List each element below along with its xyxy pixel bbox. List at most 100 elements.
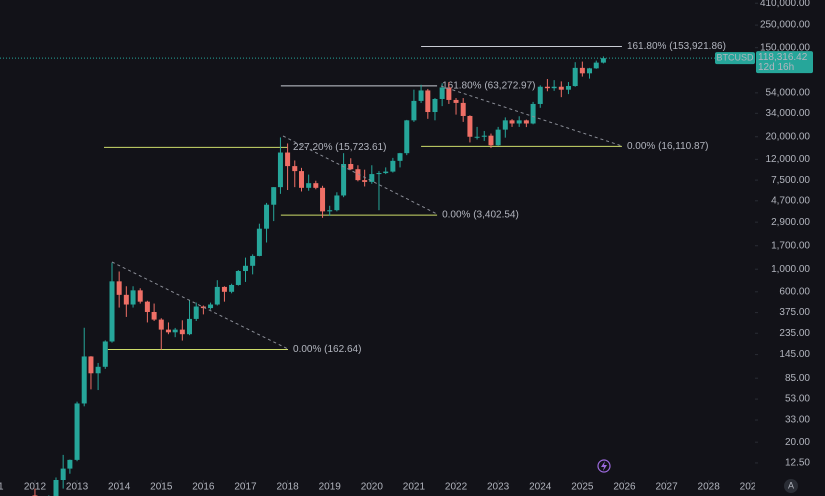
candle-body <box>369 174 375 182</box>
trend-line <box>282 135 438 215</box>
candle-body <box>88 356 94 374</box>
y-tick-label: 250,000.00 <box>760 20 810 31</box>
candle-body <box>474 136 480 138</box>
candle-body <box>130 290 136 305</box>
plot-area: 2011 2012 2013 2014 2015 2016 2017 2018 2019 2020… <box>0 41 755 496</box>
candle-body <box>60 468 66 480</box>
candle-body <box>530 103 536 124</box>
candle-body <box>551 86 557 89</box>
y-tick-label: 2,900.00 <box>771 217 810 228</box>
symbol-label: BTCUSD <box>716 53 754 63</box>
candle-body <box>495 129 501 146</box>
icon-bolt <box>601 461 607 471</box>
candle-body <box>285 152 291 167</box>
candle-body <box>572 67 578 87</box>
candle-body <box>439 87 445 99</box>
candle-body <box>221 286 227 292</box>
candle-body <box>74 403 80 460</box>
candle-body <box>313 183 319 188</box>
auto-button-label[interactable]: A <box>788 480 794 490</box>
fib-label: 0.00% (16,110.87) <box>627 141 709 152</box>
candle-body <box>172 329 178 333</box>
candle-body <box>320 187 326 212</box>
candle-body <box>523 120 529 124</box>
y-tick-label: 375.00 <box>779 307 810 318</box>
candle-body <box>509 120 515 124</box>
x-tick-label: 2020 <box>361 482 384 493</box>
x-tick-label: 2018 <box>276 482 299 493</box>
y-tick-label: 12.50 <box>785 458 810 469</box>
candle-body <box>425 90 431 113</box>
candle-body <box>95 366 101 374</box>
candle-body <box>488 135 494 146</box>
fib-label: 161.80% (63,272.97) <box>442 80 535 91</box>
candle-body <box>460 102 466 116</box>
candle-body <box>537 86 543 104</box>
candle-body <box>558 86 564 90</box>
y-tick-label: 34,000.00 <box>766 108 811 119</box>
candle-body <box>144 301 150 312</box>
y-tick-label: 20.00 <box>785 437 810 448</box>
candle-body <box>193 306 199 319</box>
symbol-badge <box>715 52 755 65</box>
candle-body <box>334 195 340 211</box>
candle-body <box>250 255 256 266</box>
y-tick-label: 1,700.00 <box>771 240 810 251</box>
candle-body <box>467 115 473 137</box>
candle-body <box>587 68 593 74</box>
x-tick-label: 2028 <box>698 482 721 493</box>
y-tick-label: 53.00 <box>785 394 810 405</box>
price-label: 118,316.42 <box>758 52 808 63</box>
trend-lines <box>111 85 623 350</box>
candle-body <box>418 90 424 101</box>
y-tick-label: 235.00 <box>779 328 810 339</box>
x-tick-label: 2024 <box>529 482 552 493</box>
y-tick-label: 54,000.00 <box>766 87 811 98</box>
trend-line <box>440 85 623 147</box>
candle-body <box>502 120 508 130</box>
candle-body <box>481 135 487 137</box>
x-tick-label: 2013 <box>66 482 89 493</box>
candle-body <box>348 164 354 170</box>
candle-body <box>355 169 361 181</box>
candle-body <box>362 180 368 182</box>
candle-body <box>327 210 333 212</box>
candle-body <box>116 281 122 295</box>
candle-body <box>186 318 192 335</box>
y-tick-label: 33.00 <box>785 415 810 426</box>
candle-body <box>277 152 283 188</box>
trend-line <box>111 261 289 350</box>
candle-body <box>200 306 206 309</box>
candle-body <box>404 120 410 154</box>
candle-body <box>151 311 157 320</box>
lightning-icon[interactable] <box>597 459 611 473</box>
candle-body <box>256 228 262 256</box>
candle-body <box>235 271 241 285</box>
candle-body <box>306 183 312 188</box>
y-tick-label: 1,000.00 <box>771 264 810 275</box>
auto-button[interactable] <box>784 479 798 493</box>
x-tick-label: 2014 <box>108 482 131 493</box>
candle-body <box>137 290 143 302</box>
candle-body <box>544 86 550 89</box>
candle-body <box>81 356 87 404</box>
candle-body <box>432 98 438 113</box>
candle-body <box>109 281 115 342</box>
candle-body <box>208 304 214 309</box>
axes: 410,000.00 250,000.00 150,000.00 54,000.00 3… <box>755 0 810 469</box>
candle-body <box>579 67 585 74</box>
y-tick-label: 12,000.00 <box>766 154 811 165</box>
candle-body <box>165 329 171 333</box>
icon-ring <box>597 459 611 473</box>
x-tick-label: 2023 <box>487 482 510 493</box>
candle-body <box>123 294 129 305</box>
x-tick-label: 2021 <box>403 482 426 493</box>
candle-body <box>453 99 459 103</box>
x-tick-label: 2022 <box>445 482 468 493</box>
x-tick-label: 2027 <box>655 482 678 493</box>
candle-body <box>229 284 235 292</box>
y-tick-label: 4,700.00 <box>771 195 810 206</box>
x-tick-label: 2026 <box>613 482 636 493</box>
